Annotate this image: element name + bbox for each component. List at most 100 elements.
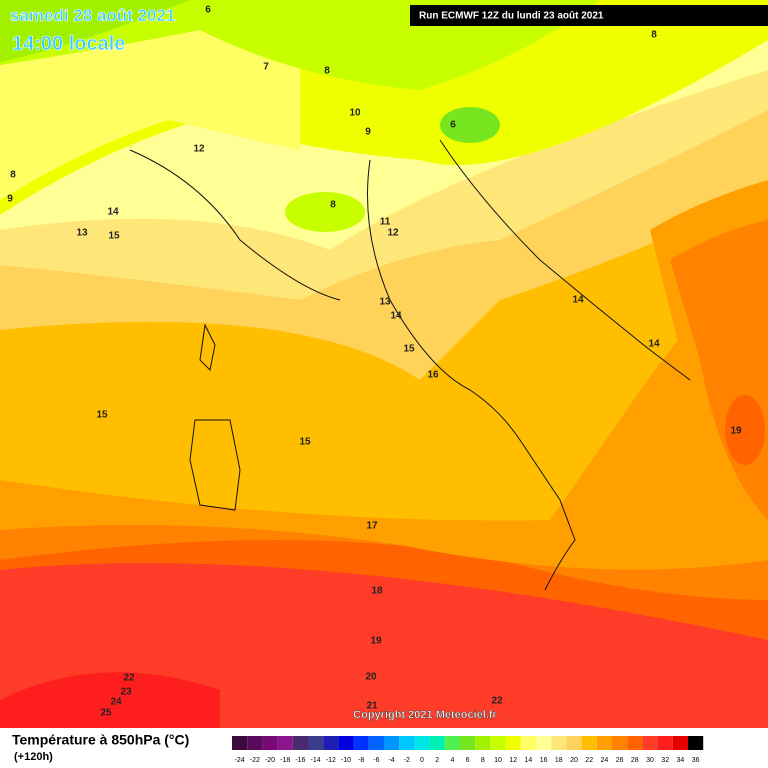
scale-swatch [490,736,506,750]
contour-label: 8 [651,30,657,41]
scale-label: 20 [570,757,578,764]
scale-label: -14 [311,757,321,764]
scale-label: 16 [540,757,548,764]
coastlines [129,139,691,591]
contour-label: 22 [123,673,135,684]
scale-swatch [414,736,430,750]
scale-swatch [262,736,278,750]
scale-label: 18 [555,757,563,764]
scale-swatch [475,736,491,750]
scale-label: -10 [341,757,351,764]
scale-label: 22 [585,757,593,764]
scale-swatch [596,736,612,750]
scale-label: 26 [616,757,624,764]
contour-label: 22 [491,696,503,707]
scale-swatch [399,736,415,750]
contour-label: 6 [205,5,211,16]
scale-label: -6 [373,757,379,764]
contour-label: 24 [110,697,122,708]
contour-label: 14 [648,339,660,350]
scale-swatch [551,736,567,750]
scale-swatch [688,736,704,750]
scale-swatch [536,736,552,750]
scale-swatch [368,736,384,750]
contour-label: 8 [330,200,336,211]
scale-swatch [657,736,673,750]
contour-label: 15 [299,437,311,448]
contour-label: 6 [450,120,456,131]
contour-label: 19 [730,426,742,437]
temperature-field [0,0,768,728]
scale-label: 6 [466,757,470,764]
contour-label: 10 [349,108,361,119]
scale-swatch [581,736,597,750]
scale-label: 8 [481,757,485,764]
scale-label: 32 [661,757,669,764]
scale-swatch [308,736,324,750]
time: 14:00 locale [12,33,125,55]
scale-swatch [612,736,628,750]
scale-label: 14 [525,757,533,764]
scale-swatch [232,736,248,750]
scale-label: -4 [388,757,394,764]
contour-label: 11 [380,217,391,228]
scale-swatch [566,736,582,750]
scale-swatch [292,736,308,750]
scale-label: -24 [235,757,245,764]
scale-label: 0 [420,757,424,764]
scale-label: -12 [326,757,336,764]
scale-label: -2 [404,757,410,764]
contour-label: 15 [96,410,108,421]
scale-label: 36 [692,757,700,764]
contour-label: 12 [193,144,205,155]
legend-title: Température à 850hPa (°C) [12,732,189,748]
scale-swatch [247,736,263,750]
scale-swatch [627,736,643,750]
scale-swatch [338,736,354,750]
scale-label: 28 [631,757,639,764]
contour-label: 14 [107,207,119,218]
scale-label: 2 [435,757,439,764]
contour-label: 9 [7,194,13,205]
contour-label: 9 [365,127,371,138]
legend-lead: (+120h) [14,751,53,763]
scale-swatch [444,736,460,750]
scale-swatch [672,736,688,750]
scale-swatch [460,736,476,750]
contour-label: 25 [100,708,112,719]
scale-swatch [353,736,369,750]
contour-label: 18 [371,586,383,597]
contour-label: 23 [120,687,132,698]
contour-label: 13 [379,297,391,308]
scale-label: -22 [250,757,260,764]
contour-label: 7 [263,62,269,73]
scale-label: 30 [646,757,654,764]
scale-swatch [505,736,521,750]
contour-label: 19 [370,636,382,647]
contour-label: 8 [324,66,330,77]
scale-label: 12 [509,757,517,764]
scale-label: 34 [677,757,685,764]
scale-label: -18 [280,757,290,764]
contour-label: 15 [108,231,120,242]
date: samedi 28 août 2021 [10,6,175,25]
scale-swatch [642,736,658,750]
contour-label: 13 [76,228,88,239]
contour-label: 15 [403,344,415,355]
run-box [410,5,768,26]
contour-label: 14 [390,311,402,322]
scale-label: 10 [494,757,502,764]
scale-label: 4 [450,757,454,764]
scale-swatch [520,736,536,750]
contour-label: 16 [427,370,439,381]
contour-label: 12 [387,228,399,239]
scale-label: -20 [265,757,275,764]
contour-label: 8 [10,170,16,181]
contour-label: 21 [366,701,378,712]
scale-swatch [277,736,293,750]
contour-label: 17 [366,521,378,532]
run-info: Run ECMWF 12Z du lundi 23 août 2021 [419,11,604,22]
scale-label: -16 [295,757,305,764]
